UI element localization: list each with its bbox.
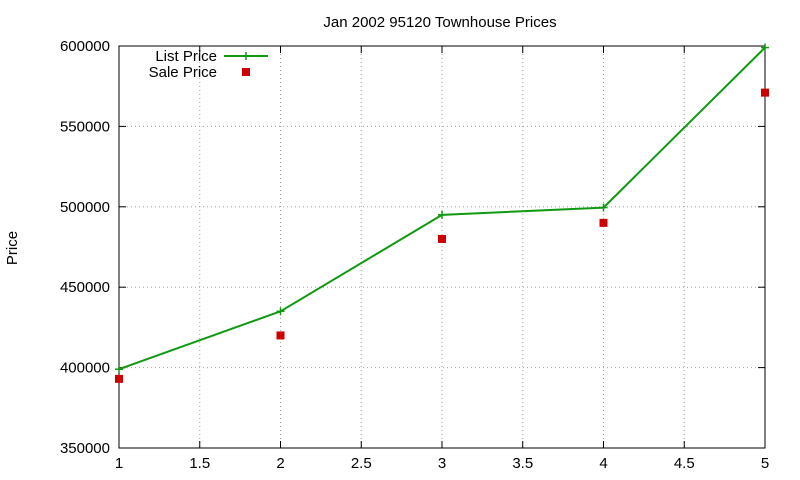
x-tick-label: 5	[761, 455, 769, 472]
grid	[119, 46, 765, 448]
y-tick-label: 600000	[60, 38, 110, 55]
x-tick-label: 3.5	[512, 455, 533, 472]
y-tick-label: 550000	[60, 118, 110, 135]
sale-price-point	[761, 88, 769, 97]
series	[115, 43, 769, 383]
list-price-point	[599, 203, 608, 212]
x-tick-label: 1	[115, 455, 123, 472]
sale-price-point	[438, 234, 446, 243]
x-tick-label: 4.5	[674, 455, 695, 472]
x-tick-label: 4	[599, 455, 607, 472]
list-price-point	[115, 365, 123, 374]
sale-price-point	[276, 331, 285, 340]
x-tick-label: 2.5	[351, 455, 372, 472]
y-tick-label: 500000	[60, 199, 110, 216]
legend-list-price-marker	[242, 52, 250, 60]
chart-title: Jan 2002 95120 Townhouse Prices	[323, 14, 556, 31]
y-tick-label: 400000	[60, 360, 110, 377]
y-tick-label: 450000	[60, 279, 110, 296]
sale-price-point	[599, 218, 608, 227]
sale-price-point	[115, 374, 123, 383]
x-tick-label: 1.5	[189, 455, 210, 472]
list-price-point	[276, 307, 285, 316]
x-tick-label: 3	[438, 455, 446, 472]
list-price-point	[761, 43, 769, 52]
legend-label: List Price	[155, 48, 217, 65]
x-tick-label: 2	[276, 455, 284, 472]
y-axis-label: Price	[4, 231, 21, 265]
axis-ticks: 1 1.5 2 2.5 3 3.5 4 4.5 5 350000 400000 450000 50000…	[60, 38, 769, 472]
y-tick-label: 350000	[60, 440, 110, 457]
legend-sale-price-marker	[242, 68, 250, 76]
list-price-point	[438, 210, 446, 219]
list-price-line	[118, 46, 766, 371]
legend-label: Sale Price	[149, 64, 217, 81]
